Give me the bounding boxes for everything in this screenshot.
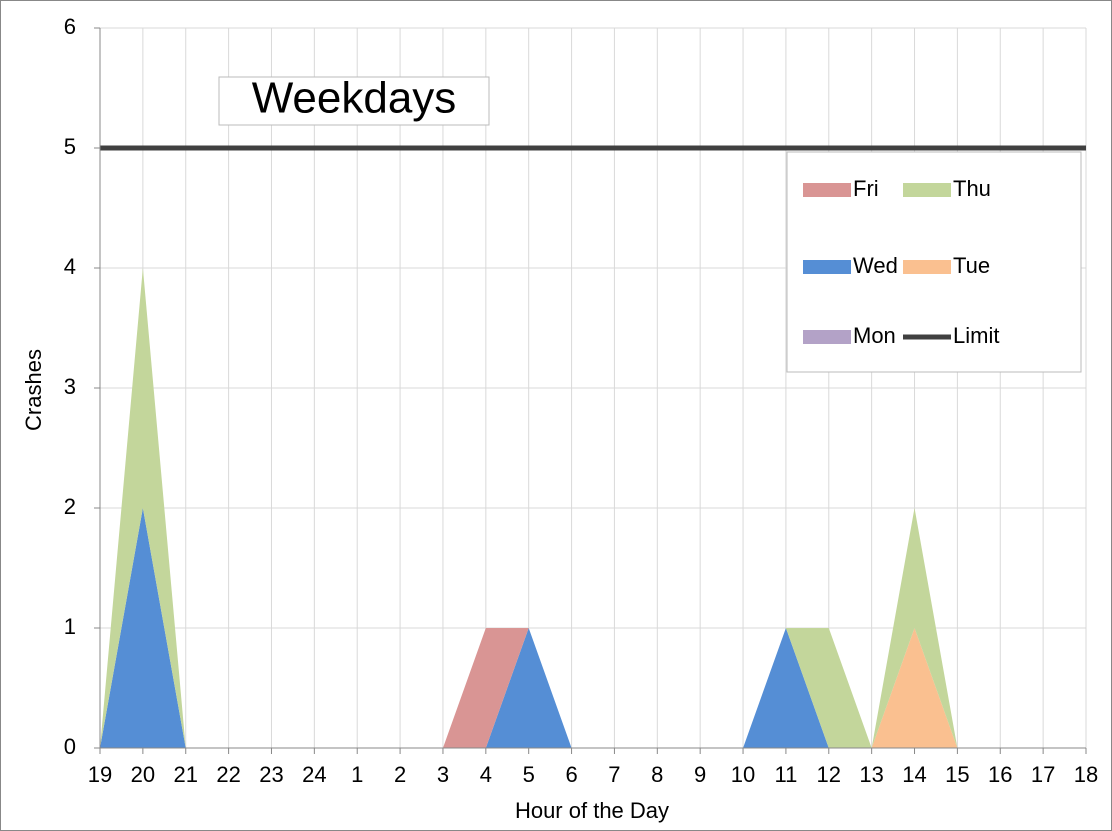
x-tick-label: 3	[437, 762, 449, 787]
x-tick-label: 19	[88, 762, 112, 787]
x-tick-label: 9	[694, 762, 706, 787]
y-tick-label: 2	[64, 494, 76, 519]
x-tick-label: 20	[131, 762, 155, 787]
x-tick-label: 15	[945, 762, 969, 787]
legend-swatch	[903, 183, 951, 197]
x-tick-label: 23	[259, 762, 283, 787]
y-tick-label: 1	[64, 614, 76, 639]
x-tick-label: 16	[988, 762, 1012, 787]
areas	[100, 145, 1086, 748]
x-tick-label: 11	[774, 762, 797, 787]
legend-swatch	[803, 260, 851, 274]
y-tick-label: 6	[64, 14, 76, 39]
x-tick-label: 7	[608, 762, 620, 787]
y-tick-label: 3	[64, 374, 76, 399]
x-tick-label: 14	[902, 762, 926, 787]
x-tick-label: 13	[859, 762, 883, 787]
x-tick-label: 6	[565, 762, 577, 787]
legend-label: Tue	[953, 253, 990, 278]
legend-label: Mon	[853, 323, 896, 348]
legend-label: Wed	[853, 253, 898, 278]
legend-label: Limit	[953, 323, 999, 348]
legend-swatch	[903, 260, 951, 274]
x-axis-label: Hour of the Day	[515, 798, 669, 823]
x-tick-label: 21	[173, 762, 197, 787]
y-tick-label: 4	[64, 254, 76, 279]
y-tick-label: 0	[64, 734, 76, 759]
x-tick-label: 4	[480, 762, 492, 787]
x-tick-label: 5	[523, 762, 535, 787]
x-tick-label: 18	[1074, 762, 1098, 787]
x-tick-label: 24	[302, 762, 326, 787]
x-tick-label: 12	[817, 762, 841, 787]
legend-label: Fri	[853, 176, 879, 201]
legend-label: Thu	[953, 176, 991, 201]
x-tick-label: 10	[731, 762, 755, 787]
y-axis-label: Crashes	[21, 349, 46, 431]
x-tick-label: 17	[1031, 762, 1055, 787]
chart-title: Weekdays	[252, 74, 457, 123]
x-tick-label: 1	[351, 762, 363, 787]
x-tick-label: 22	[216, 762, 240, 787]
x-tick-label: 2	[394, 762, 406, 787]
legend-swatch	[803, 183, 851, 197]
legend: Fri Thu Wed Tue Mon Limit	[786, 151, 1082, 373]
y-tick-label: 5	[64, 134, 76, 159]
legend-swatch	[803, 330, 851, 344]
x-tick-label: 8	[651, 762, 663, 787]
title-box	[218, 76, 490, 126]
